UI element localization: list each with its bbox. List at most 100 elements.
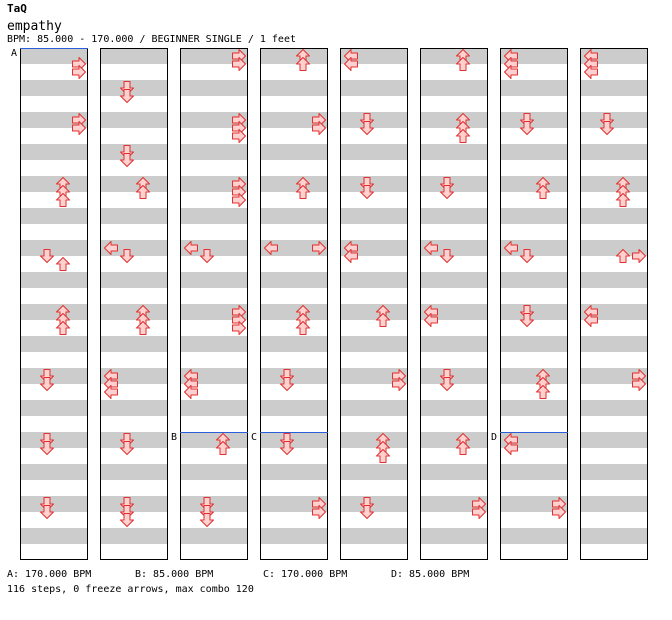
arrow-up-icon xyxy=(56,321,70,335)
beat-stripe xyxy=(580,496,648,512)
beat-stripe xyxy=(260,144,328,160)
beat-stripe xyxy=(500,208,568,224)
beat-stripe xyxy=(580,208,648,224)
beat-stripe xyxy=(180,208,248,224)
bpm-legend-item: A: 170.000 BPM xyxy=(7,569,92,580)
beat-stripe xyxy=(340,48,408,64)
arrow-up-icon xyxy=(56,257,70,271)
beat-stripe xyxy=(100,208,168,224)
beat-stripe xyxy=(100,400,168,416)
beat-stripe xyxy=(420,400,488,416)
bpm-legend: A: 170.000 BPM B: 85.000 BPM C: 170.000 BP… xyxy=(0,569,672,583)
beat-stripe xyxy=(420,432,488,448)
arrow-left-icon xyxy=(184,241,198,255)
chart-column xyxy=(420,48,488,560)
beat-stripe xyxy=(180,304,248,320)
beat-stripe xyxy=(20,304,88,320)
beat-stripe xyxy=(180,400,248,416)
beat-stripe xyxy=(500,496,568,512)
arrow-down-icon xyxy=(120,89,134,103)
beat-stripe xyxy=(580,432,648,448)
beat-stripe xyxy=(500,176,568,192)
arrow-up-icon xyxy=(376,449,390,463)
beat-stripe xyxy=(340,272,408,288)
bpm-marker-label: A xyxy=(11,48,17,59)
beat-stripe xyxy=(420,48,488,64)
arrow-down-icon xyxy=(40,441,54,455)
beat-stripe xyxy=(500,432,568,448)
arrow-up-icon xyxy=(616,249,630,263)
beat-stripe xyxy=(420,528,488,544)
beat-stripe xyxy=(580,400,648,416)
arrow-up-icon xyxy=(456,441,470,455)
beat-stripe xyxy=(340,400,408,416)
chart-column xyxy=(340,48,408,560)
beat-stripe xyxy=(260,304,328,320)
beat-stripe xyxy=(100,112,168,128)
arrow-down-icon xyxy=(40,505,54,519)
beat-stripe xyxy=(340,368,408,384)
beat-stripe xyxy=(580,368,648,384)
bpm-marker-label: C xyxy=(251,432,257,443)
arrow-down-icon xyxy=(360,185,374,199)
chart-column xyxy=(20,48,88,560)
arrow-left-icon xyxy=(584,313,598,327)
beat-stripe xyxy=(20,240,88,256)
chart-column xyxy=(580,48,648,560)
arrow-up-icon xyxy=(296,57,310,71)
beat-stripe xyxy=(580,272,648,288)
beat-stripe xyxy=(500,240,568,256)
arrow-down-icon xyxy=(440,377,454,391)
beat-stripe xyxy=(260,208,328,224)
song-title: empathy xyxy=(7,19,62,34)
beat-stripe xyxy=(580,80,648,96)
beat-stripe xyxy=(180,528,248,544)
beat-stripe xyxy=(180,464,248,480)
beat-stripe xyxy=(420,336,488,352)
chart-info: BPM: 85.000 - 170.000 / BEGINNER SINGLE … xyxy=(7,34,296,45)
beat-stripe xyxy=(180,272,248,288)
arrow-down-icon xyxy=(120,153,134,167)
bpm-legend-item: C: 170.000 BPM xyxy=(263,569,348,580)
beat-stripe xyxy=(180,48,248,64)
beat-stripe xyxy=(500,48,568,64)
arrow-up-icon xyxy=(136,321,150,335)
arrow-up-icon xyxy=(136,185,150,199)
beat-stripe xyxy=(420,272,488,288)
arrow-down-icon xyxy=(600,121,614,135)
beat-stripe xyxy=(100,48,168,64)
beat-stripe xyxy=(260,400,328,416)
beat-stripe xyxy=(260,176,328,192)
beat-stripe xyxy=(340,336,408,352)
arrow-left-icon xyxy=(104,385,118,399)
beat-stripe xyxy=(340,432,408,448)
beat-stripe xyxy=(100,368,168,384)
arrow-left-icon xyxy=(424,241,438,255)
beat-stripe xyxy=(340,144,408,160)
arrow-down-icon xyxy=(40,377,54,391)
beat-stripe xyxy=(180,80,248,96)
beat-stripe xyxy=(580,464,648,480)
beat-stripe xyxy=(100,304,168,320)
bpm-legend-item: D: 85.000 BPM xyxy=(391,569,470,580)
beat-stripe xyxy=(260,336,328,352)
arrow-right-icon xyxy=(632,377,646,391)
arrow-down-icon xyxy=(440,185,454,199)
arrow-left-icon xyxy=(344,249,358,263)
beat-stripe xyxy=(500,336,568,352)
arrow-down-icon xyxy=(520,121,534,135)
beat-stripe xyxy=(580,48,648,64)
arrow-left-icon xyxy=(504,65,518,79)
beat-stripe xyxy=(500,368,568,384)
arrow-down-icon xyxy=(40,249,54,263)
arrow-up-icon xyxy=(536,185,550,199)
beat-stripe xyxy=(20,272,88,288)
arrow-up-icon xyxy=(56,193,70,207)
beat-stripe xyxy=(420,304,488,320)
beat-stripe xyxy=(20,464,88,480)
arrow-up-icon xyxy=(296,185,310,199)
arrow-left-icon xyxy=(184,385,198,399)
arrow-down-icon xyxy=(440,249,454,263)
beat-stripe xyxy=(340,80,408,96)
arrow-right-icon xyxy=(232,321,246,335)
